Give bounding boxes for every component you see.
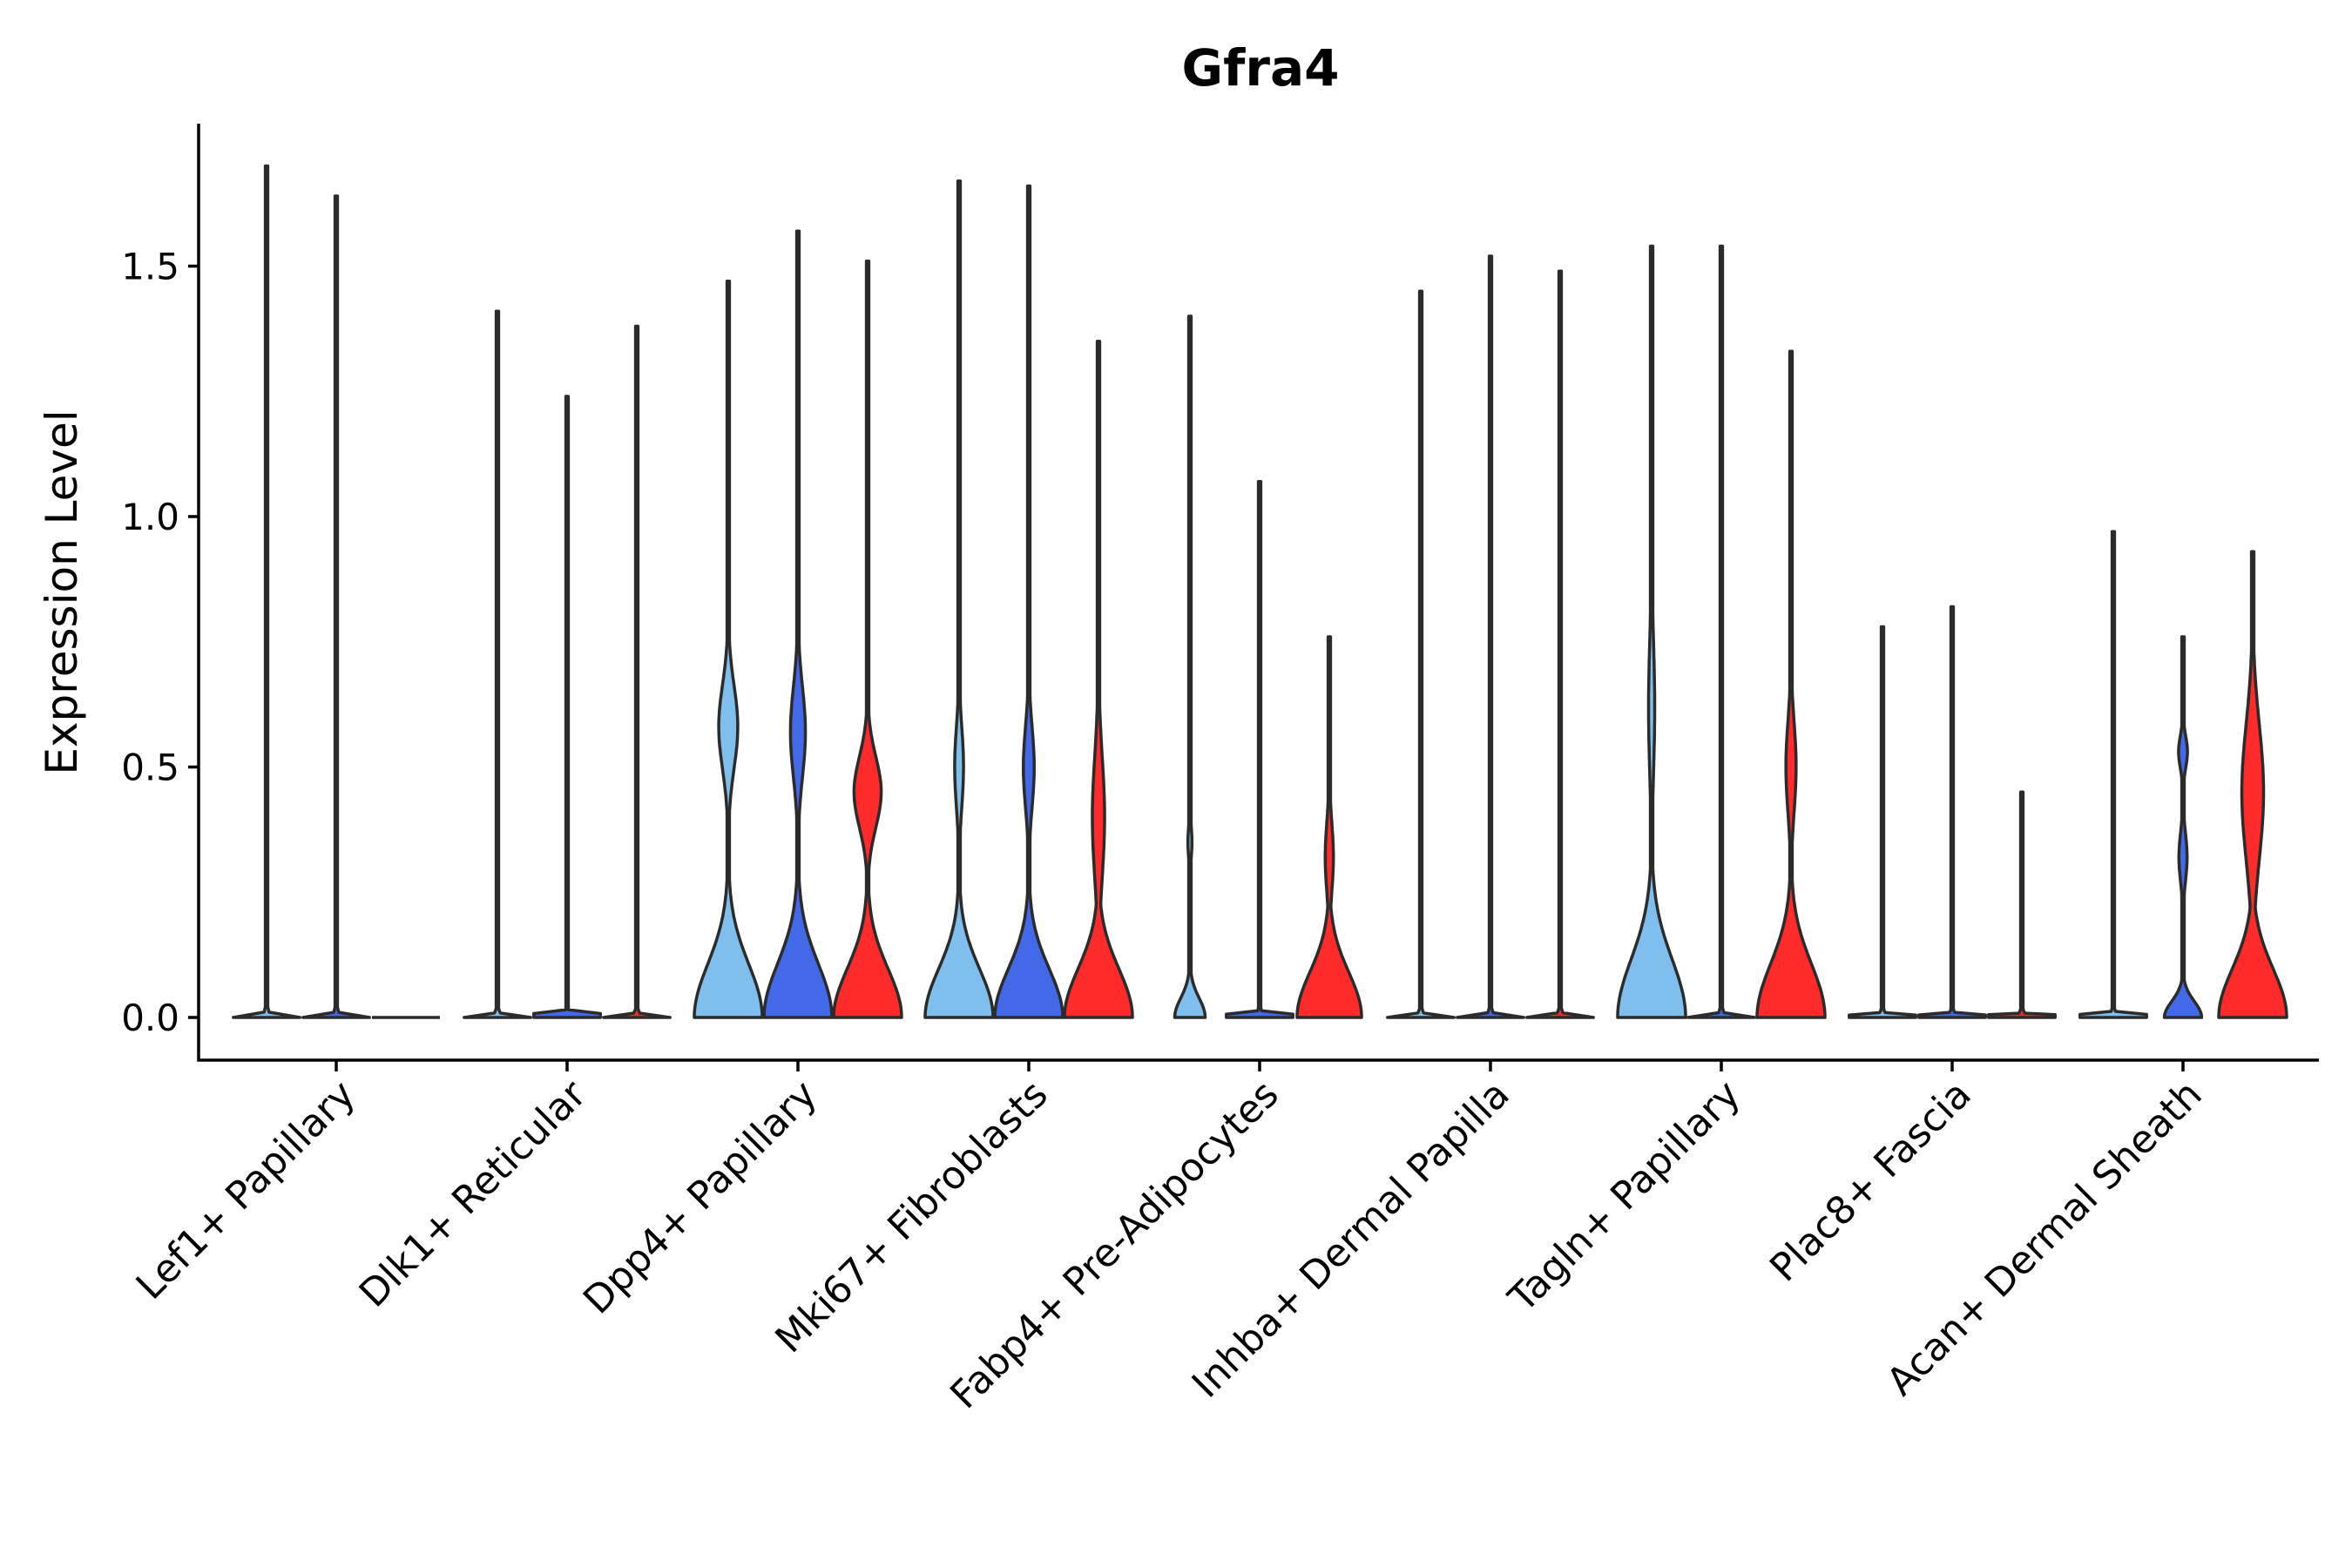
violin-inhba-dermal-papilla-g2: [1525, 269, 1595, 1019]
violin-tagln-papillary-g0: [1616, 244, 1687, 1019]
x-tick-label: Tagln+ Papillary: [1500, 1072, 1749, 1321]
violin-dlk1-reticular-g2: [602, 324, 672, 1019]
y-ticks: 0.0 0.5 1.0 1.5: [121, 246, 199, 1039]
violin-dlk1-reticular-g0: [463, 309, 532, 1019]
x-tick-label: Plac8+ Fascia: [1761, 1072, 1980, 1291]
violin-plac8-fascia-g1: [1917, 605, 1987, 1019]
violin-fabp4-pre-adipocytes-g2: [1295, 635, 1363, 1019]
y-tick-label: 1.0: [121, 496, 179, 538]
x-tick-label: Dpp4+ Papillary: [575, 1072, 826, 1323]
violin-acan-dermal-sheath-g2: [2217, 550, 2288, 1019]
violin-inhba-dermal-papilla-g0: [1386, 289, 1456, 1019]
chart-title: Gfra4: [1182, 38, 1340, 98]
axes-frame: [197, 124, 2319, 1062]
violin-mki67-fibroblasts-g2: [1063, 340, 1134, 1019]
x-tick-label: Dlk1+ Reticular: [351, 1071, 596, 1316]
y-tick-label: 1.5: [121, 246, 179, 288]
violin-dlk1-reticular-g1: [532, 395, 602, 1019]
violin-acan-dermal-sheath-g1: [2162, 635, 2204, 1019]
violin-dpp4-papillary-g1: [762, 229, 834, 1019]
violin-lef1-papillary-g0: [232, 164, 301, 1019]
y-axis-label: Expression Level: [37, 409, 87, 774]
x-tick-label: Lef1+ Papillary: [128, 1072, 364, 1308]
violin-dpp4-papillary-g0: [693, 280, 764, 1019]
violin-plac8-fascia-g2: [1987, 790, 2057, 1019]
violin-dpp4-papillary-g2: [832, 260, 903, 1019]
violins-layer: [232, 164, 2288, 1019]
violin-fabp4-pre-adipocytes-g1: [1225, 480, 1294, 1019]
violin-tagln-papillary-g2: [1755, 349, 1827, 1019]
violin-inhba-dermal-papilla-g1: [1456, 254, 1525, 1019]
violin-mki67-fibroblasts-g1: [993, 184, 1064, 1019]
violin-plac8-fascia-g0: [1848, 625, 1917, 1019]
violin-lef1-papillary-g1: [301, 194, 371, 1019]
violin-acan-dermal-sheath-g0: [2078, 530, 2148, 1019]
violin-fabp4-pre-adipocytes-g0: [1173, 314, 1207, 1019]
violin-mki67-fibroblasts-g0: [923, 179, 995, 1019]
y-tick-label: 0.0: [121, 997, 179, 1039]
y-tick-label: 0.5: [121, 747, 179, 789]
violin-tagln-papillary-g1: [1686, 244, 1756, 1019]
